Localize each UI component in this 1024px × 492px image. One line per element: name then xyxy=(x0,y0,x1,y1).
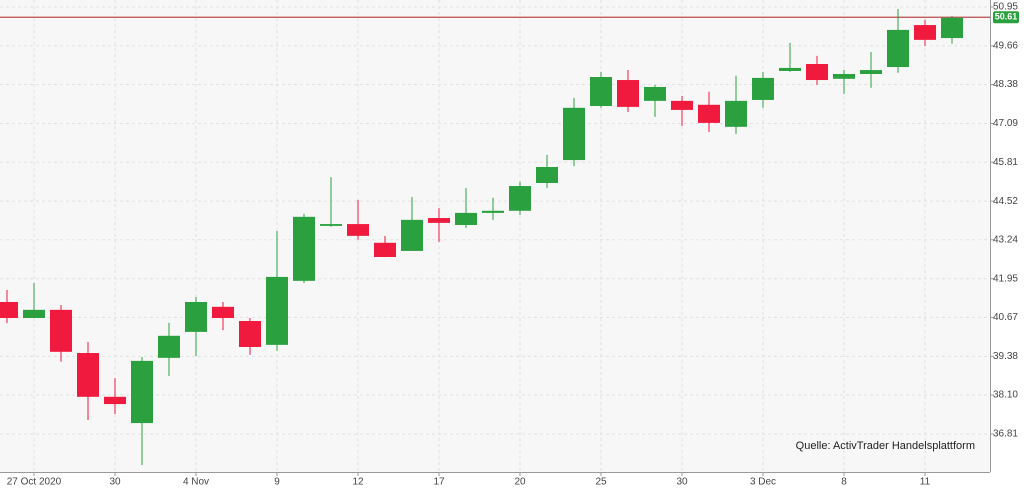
x-tick-label: 11 xyxy=(920,477,931,488)
x-tick-label: 30 xyxy=(676,477,688,488)
candle-body xyxy=(131,360,153,424)
candle-body xyxy=(374,242,396,257)
x-tick-label: 27 Oct 2020 xyxy=(7,477,62,488)
candle-body xyxy=(50,309,72,352)
candle-body xyxy=(887,29,909,68)
y-tick-label: 38.10 xyxy=(993,390,1018,401)
candle-body xyxy=(104,396,126,405)
y-tick-label: 41.95 xyxy=(993,273,1018,284)
candle-body xyxy=(536,166,558,184)
candle-body xyxy=(401,219,423,251)
x-tick-label: 20 xyxy=(514,477,526,488)
y-tick-label: 39.38 xyxy=(993,351,1018,362)
candle-body xyxy=(428,218,450,223)
candle-body xyxy=(860,70,882,74)
candle-body xyxy=(914,25,936,40)
y-tick-label: 47.09 xyxy=(993,118,1018,129)
candle-body xyxy=(158,335,180,358)
candle-body xyxy=(698,104,720,123)
candle-body xyxy=(212,306,234,318)
candle-body xyxy=(617,80,639,107)
candle-body xyxy=(77,353,99,397)
candle-body xyxy=(752,77,774,100)
candle-body xyxy=(320,224,342,226)
candle-body xyxy=(833,73,855,79)
candle-body xyxy=(725,100,747,127)
y-tick-label: 49.66 xyxy=(993,41,1018,52)
candle-body xyxy=(941,17,963,39)
candle-body xyxy=(644,86,666,101)
candle-body xyxy=(239,321,261,347)
last-price-tag xyxy=(993,11,1019,24)
y-tick-label: 40.67 xyxy=(993,312,1018,323)
x-tick-label: 4 Nov xyxy=(183,477,209,488)
candle-body xyxy=(347,224,369,236)
x-tick-label: 3 Dec xyxy=(750,477,776,488)
candle-body xyxy=(185,301,207,332)
y-tick-label: 43.24 xyxy=(993,234,1018,245)
y-tick-label: 50.95 xyxy=(993,2,1018,13)
candle-body xyxy=(266,276,288,345)
y-tick-label: 48.38 xyxy=(993,79,1018,90)
source-annotation: Quelle: ActivTrader Handelsplattform xyxy=(796,440,975,452)
x-tick-label: 17 xyxy=(433,477,445,488)
x-tick-label: 9 xyxy=(274,477,280,488)
y-tick-label: 36.81 xyxy=(993,429,1018,440)
y-tick-label: 44.52 xyxy=(993,196,1018,207)
last-price-label: 50.61 xyxy=(995,12,1018,22)
candle-body xyxy=(0,301,18,318)
candle-body xyxy=(590,77,612,106)
x-tick-label: 12 xyxy=(352,477,364,488)
candle-body xyxy=(779,67,801,71)
candle-body xyxy=(455,212,477,225)
candle-body xyxy=(482,210,504,213)
candle-body xyxy=(509,186,531,211)
candle-body xyxy=(671,100,693,110)
candle-body xyxy=(293,216,315,281)
candle-body xyxy=(806,64,828,81)
x-tick-label: 8 xyxy=(841,477,847,488)
y-tick-label: 45.81 xyxy=(993,157,1018,168)
candle-body xyxy=(23,309,45,318)
candle-body xyxy=(563,107,585,161)
x-tick-label: 30 xyxy=(109,477,121,488)
x-tick-label: 25 xyxy=(595,477,607,488)
